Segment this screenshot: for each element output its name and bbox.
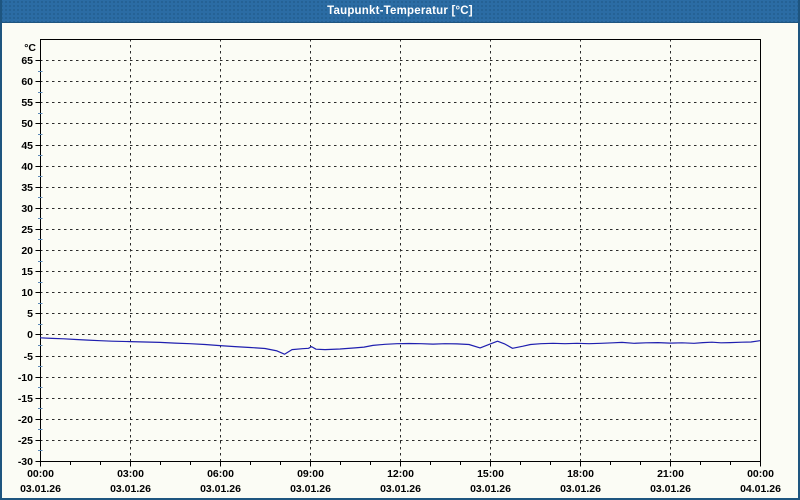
x-time-label: 00:00 [27, 468, 54, 480]
y-tick-label: 40 [21, 161, 33, 173]
dewpoint-line [39, 337, 761, 355]
y-tick-marks [35, 60, 40, 462]
x-time-label: 06:00 [207, 468, 234, 480]
y-tick-label: 35 [21, 182, 33, 194]
x-time-label: 09:00 [297, 468, 324, 480]
y-minor-ticks [38, 71, 43, 451]
y-tick-label: -10 [18, 372, 33, 384]
y-tick-labels: 65605550454035302520151050-5-10-15-20-25… [18, 55, 33, 468]
x-date-label: 03.01.26 [290, 483, 331, 495]
y-tick-label: 60 [21, 76, 33, 88]
y-tick-label: 20 [21, 245, 33, 257]
y-tick-label: 5 [27, 308, 33, 320]
y-tick-label: -5 [24, 351, 33, 363]
y-tick-label: 10 [21, 287, 33, 299]
x-date-label: 03.01.26 [110, 483, 151, 495]
y-tick-label: 45 [21, 140, 33, 152]
x-date-label: 03.01.26 [20, 483, 61, 495]
x-time-label: 21:00 [657, 468, 684, 480]
x-date-labels: 03.01.26 03.01.26 03.01.26 03.01.26 03.01.26… [20, 483, 781, 495]
y-tick-label: 55 [21, 97, 33, 109]
x-tick-marks [40, 461, 761, 467]
y-tick-label: 15 [21, 266, 33, 278]
x-date-label: 03.01.26 [200, 483, 241, 495]
x-date-label: 03.01.26 [560, 483, 601, 495]
y-tick-label: 65 [21, 55, 33, 67]
y-tick-label: -15 [18, 393, 33, 405]
plot-svg: 65605550454035302520151050-5-10-15-20-25… [18, 39, 781, 495]
window-title: Taupunkt-Temperatur [°C] [327, 5, 473, 17]
y-tick-label: 50 [21, 118, 33, 130]
x-time-label: 03:00 [117, 468, 144, 480]
y-tick-label: 30 [21, 203, 33, 215]
title-bar[interactable]: Taupunkt-Temperatur [°C] [2, 0, 798, 23]
x-time-label: 15:00 [477, 468, 504, 480]
x-time-label: 18:00 [567, 468, 594, 480]
x-gridlines [130, 39, 671, 461]
x-time-label: 12:00 [387, 468, 414, 480]
y-tick-label: 25 [21, 224, 33, 236]
series-lines [39, 337, 761, 355]
x-date-label: 03.01.26 [470, 483, 511, 495]
y-tick-label: -25 [18, 435, 33, 447]
y-tick-label: -30 [18, 456, 33, 468]
y-tick-label: 0 [27, 329, 33, 341]
x-time-label: 00:00 [747, 468, 774, 480]
y-axis-unit-label: °C [24, 42, 36, 54]
x-date-label: 03.01.26 [650, 483, 691, 495]
x-date-label: 03.01.26 [380, 483, 421, 495]
x-date-label: 04.01.26 [740, 483, 781, 495]
y-axis-unit: °C [24, 42, 36, 54]
x-time-labels: 00:00 03:00 06:00 09:00 12:00 15:00 18:00 21:00… [27, 468, 774, 480]
y-tick-label: -20 [18, 414, 33, 426]
